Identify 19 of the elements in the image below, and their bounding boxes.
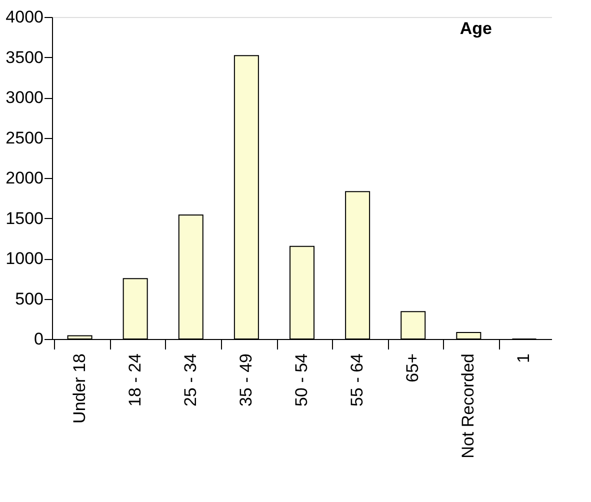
y-tick-label: 2500 bbox=[6, 128, 44, 148]
chart-title: Age bbox=[460, 19, 492, 38]
x-tick-label: 55 - 64 bbox=[348, 354, 367, 406]
x-tick-label: 25 - 34 bbox=[180, 354, 200, 406]
y-tick-label: 0 bbox=[34, 330, 44, 348]
y-tick-label: 2000 bbox=[6, 168, 44, 188]
y-tick-label: 500 bbox=[15, 289, 44, 308]
x-tick-label: 18 - 24 bbox=[125, 354, 144, 406]
y-tick-label: 4000 bbox=[6, 8, 44, 26]
x-tick-label: Not Recorded bbox=[458, 354, 478, 458]
y-tick-label: 3500 bbox=[6, 48, 44, 67]
x-tick-label: Under 18 bbox=[70, 354, 89, 424]
y-tick-label: 3000 bbox=[6, 88, 44, 107]
x-tick-label: 50 - 54 bbox=[292, 354, 311, 406]
y-tick-label: 1500 bbox=[6, 208, 44, 228]
y-tick-label: 1000 bbox=[6, 249, 44, 268]
x-tick-label: 1 bbox=[514, 354, 534, 363]
x-tick-label: 65+ bbox=[403, 353, 422, 382]
x-tick-label: 35 - 49 bbox=[236, 354, 256, 406]
